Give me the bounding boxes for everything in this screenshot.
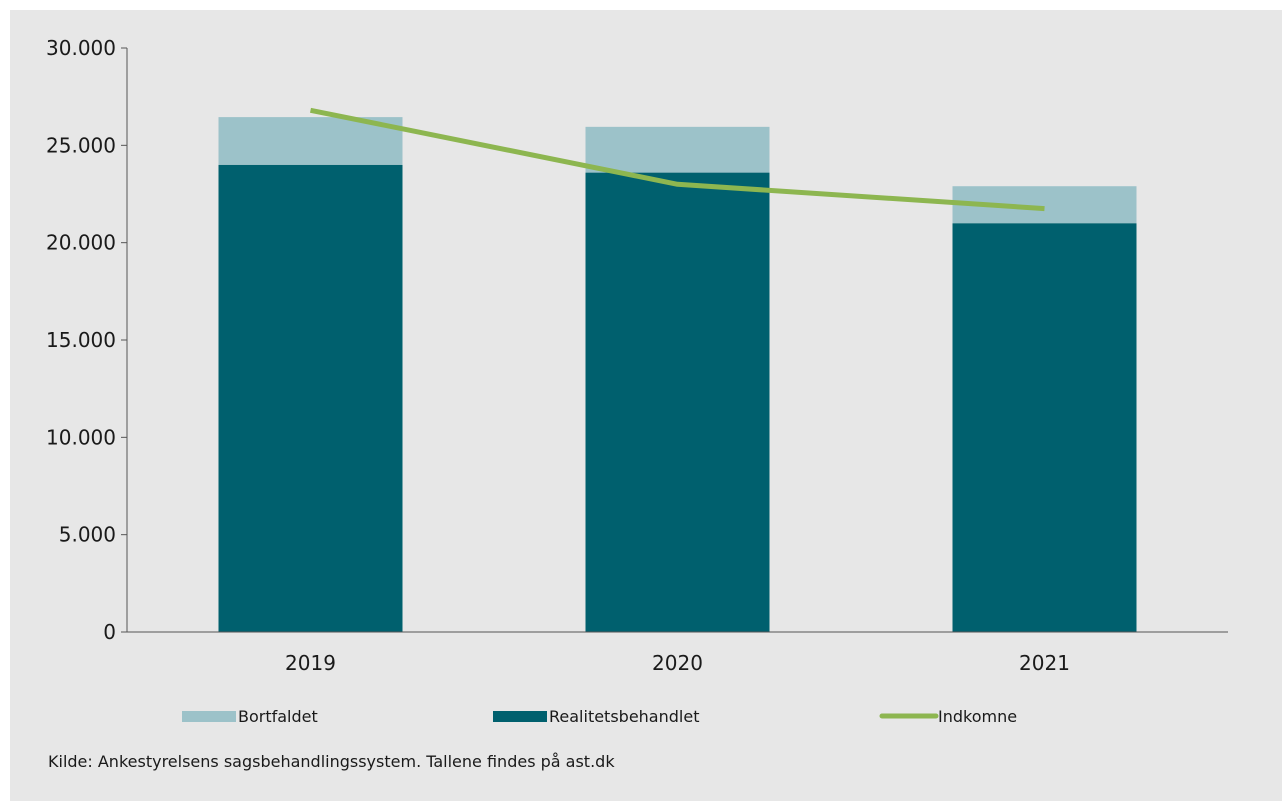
legend-swatch xyxy=(182,711,236,722)
x-tick-label: 2019 xyxy=(285,651,336,675)
y-tick-label: 25.000 xyxy=(46,133,116,157)
y-tick-label: 5.000 xyxy=(59,523,116,547)
x-tick-label: 2020 xyxy=(652,651,703,675)
y-tick-label: 10.000 xyxy=(46,425,116,449)
x-tick-label: 2021 xyxy=(1019,651,1070,675)
bar-bortfaldet-2020 xyxy=(585,126,770,173)
y-tick-label: 20.000 xyxy=(46,231,116,255)
legend-item-realitetsbehandlet: Realitetsbehandlet xyxy=(493,707,699,726)
bars-layer xyxy=(218,117,1137,633)
legend-item-bortfaldet: Bortfaldet xyxy=(182,707,318,726)
line-layer xyxy=(310,107,1045,212)
stacked-bar-line-chart: 0 5.000 10.000 15.000 20.000 25.000 30.000 2019… xyxy=(46,36,1228,771)
legend: Bortfaldet Realitetsbehandlet Indkomne xyxy=(182,707,1017,726)
legend-swatch xyxy=(493,711,547,722)
chart-frame: 0 5.000 10.000 15.000 20.000 25.000 30.000 2019… xyxy=(10,10,1282,801)
bar-realitetsbehandlet-2020 xyxy=(585,172,770,632)
y-tick-label: 0 xyxy=(103,620,116,644)
bar-realitetsbehandlet-2021 xyxy=(952,223,1137,632)
legend-item-indkomne: Indkomne xyxy=(879,707,1017,726)
legend-label: Bortfaldet xyxy=(238,707,318,726)
legend-label: Indkomne xyxy=(938,707,1017,726)
source-note: Kilde: Ankestyrelsens sagsbehandlingssys… xyxy=(48,752,615,771)
line-indkomne xyxy=(310,107,1045,212)
y-tick-label: 15.000 xyxy=(46,328,116,352)
y-tick-label: 30.000 xyxy=(46,36,116,60)
axes-layer: 0 5.000 10.000 15.000 20.000 25.000 30.000 2019… xyxy=(46,36,1228,675)
legend-label: Realitetsbehandlet xyxy=(549,707,699,726)
bar-realitetsbehandlet-2019 xyxy=(218,164,403,633)
